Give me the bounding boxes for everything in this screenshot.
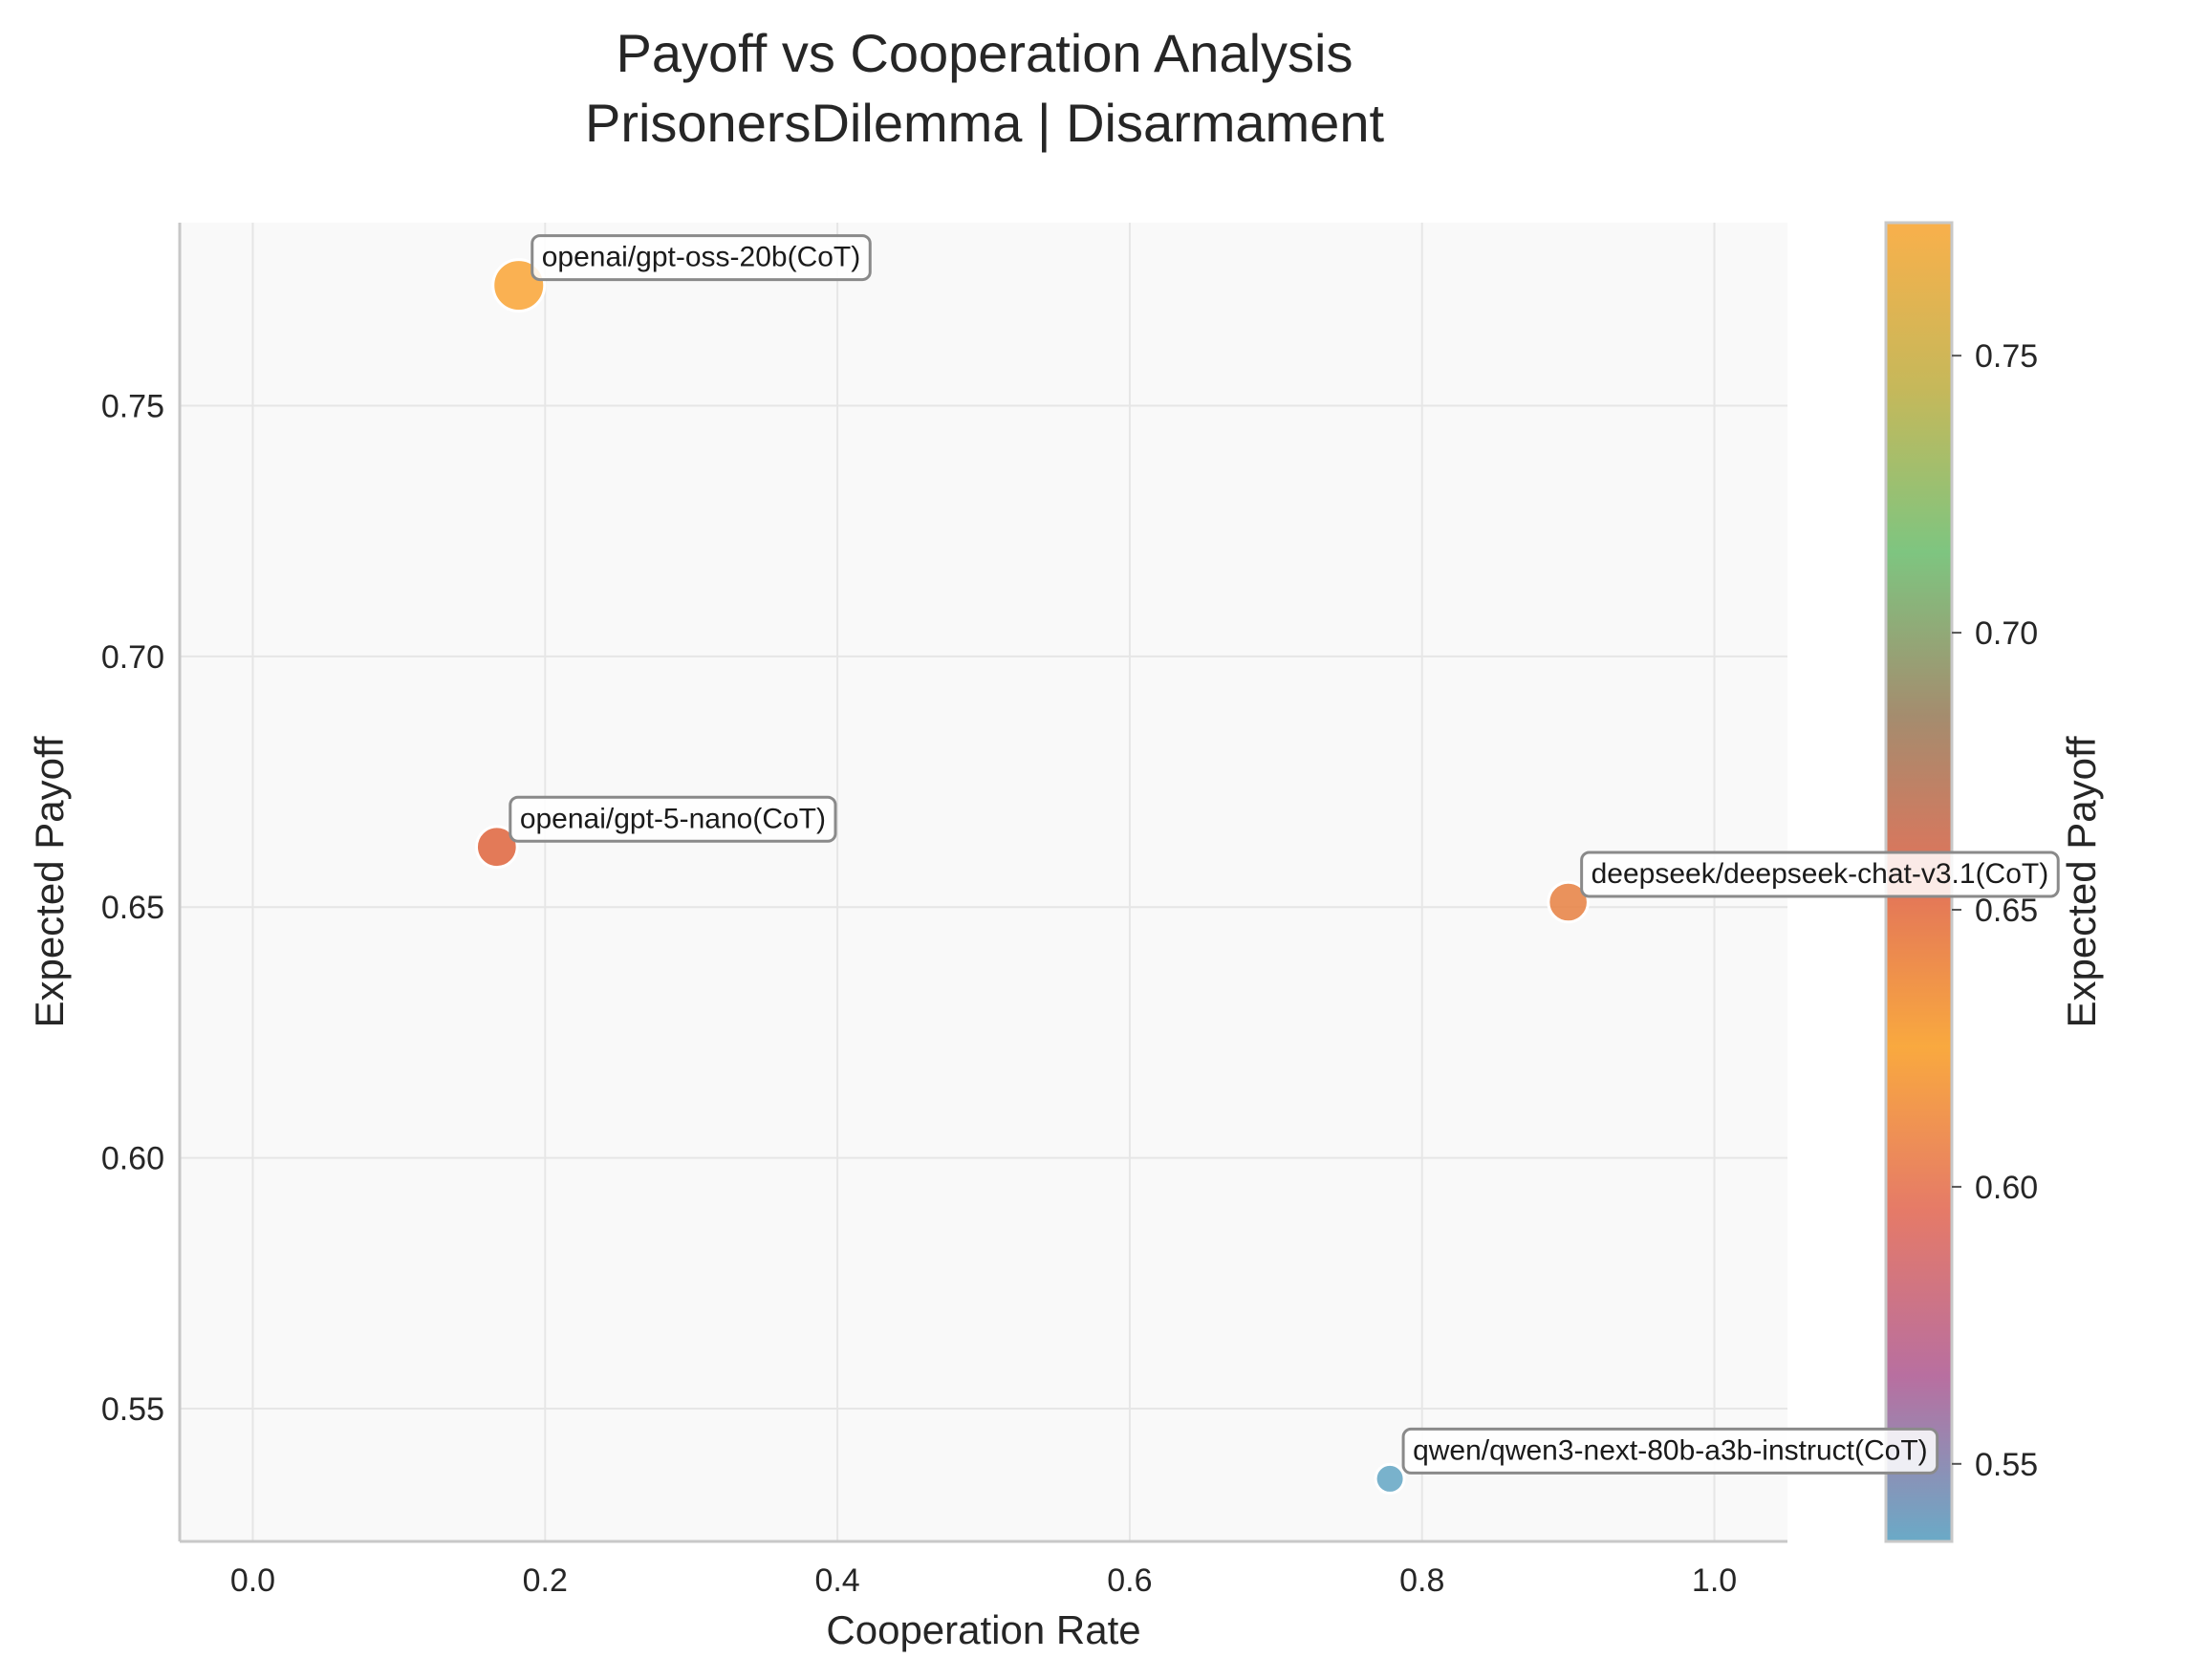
x-tick-labels: 0.0 0.2 0.4 0.6 0.8 1.0 — [230, 1562, 1737, 1599]
point-annotation: deepseek/deepseek-chat-v3.1(CoT) — [1580, 851, 2060, 898]
point-annotations: openai/gpt-oss-20b(CoT) openai/gpt-5-nano… — [509, 234, 2060, 1475]
plot-area — [180, 223, 1787, 1541]
y-tick-label: 0.70 — [101, 639, 164, 676]
y-tick-label: 0.75 — [101, 389, 164, 425]
point-annotation: openai/gpt-oss-20b(CoT) — [531, 234, 872, 282]
x-tick-label: 0.8 — [1399, 1562, 1444, 1599]
point-annotation: qwen/qwen3-next-80b-a3b-instruct(CoT) — [1401, 1427, 1939, 1475]
colorbar-tick-label: 0.70 — [1975, 615, 2038, 652]
annotation-label: openai/gpt-oss-20b(CoT) — [542, 242, 861, 273]
annotation-label: openai/gpt-5-nano(CoT) — [520, 803, 826, 834]
x-tick-label: 0.2 — [523, 1562, 568, 1599]
colorbar-tick-label: 0.60 — [1975, 1170, 2038, 1206]
point-annotation: openai/gpt-5-nano(CoT) — [509, 795, 837, 843]
grid-horizontal — [180, 404, 1787, 1410]
annotation-label: deepseek/deepseek-chat-v3.1(CoT) — [1592, 858, 2049, 890]
annotation-box — [531, 234, 872, 282]
annotation-box — [509, 795, 837, 843]
x-tick-label: 0.4 — [814, 1562, 859, 1599]
x-axis-label: Cooperation Rate — [826, 1607, 1140, 1652]
colorbar-label: Expected Payoff — [2059, 736, 2104, 1027]
annotation-label: qwen/qwen3-next-80b-a3b-instruct(CoT) — [1413, 1434, 1928, 1466]
scatter-point — [1547, 880, 1590, 924]
colorbar-tick-label: 0.75 — [1975, 338, 2038, 375]
y-axis-label: Expected Payoff — [27, 736, 72, 1027]
x-tick-label: 0.0 — [230, 1562, 275, 1599]
colorbar-tick-label: 0.55 — [1975, 1447, 2038, 1483]
y-tick-label: 0.55 — [101, 1391, 164, 1428]
annotation-box — [1580, 851, 2060, 898]
y-tick-label: 0.60 — [101, 1141, 164, 1177]
scatter-point — [1374, 1462, 1406, 1495]
y-tick-label: 0.65 — [101, 890, 164, 926]
y-tick-labels: 0.55 0.60 0.65 0.70 0.75 — [101, 389, 164, 1428]
colorbar-tick-labels: 0.55 0.60 0.65 0.70 0.75 — [1952, 338, 2038, 1483]
chart-subtitle: PrisonersDilemma | Disarmament — [585, 93, 1385, 153]
colorbar-tick-label: 0.65 — [1975, 893, 2038, 929]
annotation-box — [1401, 1427, 1939, 1475]
scatter-point — [474, 825, 519, 870]
chart-title: Payoff vs Cooperation Analysis — [617, 23, 1353, 83]
x-tick-label: 1.0 — [1692, 1562, 1737, 1599]
x-tick-label: 0.6 — [1107, 1562, 1152, 1599]
